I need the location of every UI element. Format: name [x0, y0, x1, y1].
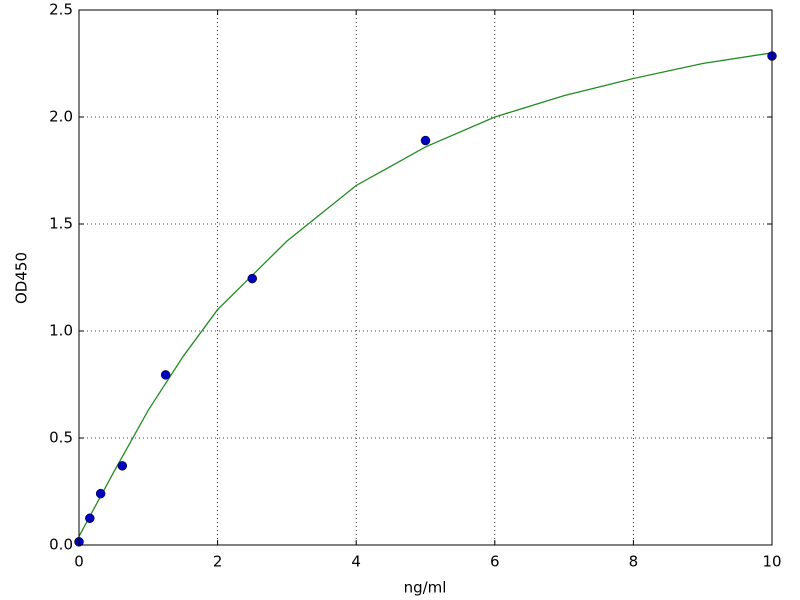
y-tick-label: 0.5	[49, 429, 73, 447]
data-point	[247, 273, 257, 284]
y-tick-label: 1.5	[49, 215, 73, 233]
y-tick-label: 0.0	[49, 536, 73, 554]
x-tick-label: 10	[762, 553, 781, 571]
data-point	[160, 370, 171, 380]
x-tick-label: 8	[629, 553, 639, 571]
y-axis-title: OD450	[13, 252, 31, 304]
x-tick-label: 0	[74, 553, 84, 571]
data-point	[85, 513, 95, 523]
y-tick-label: 2.0	[49, 108, 73, 126]
data-point	[420, 135, 431, 146]
plot-frame	[78, 9, 773, 546]
y-tick-label: 2.5	[49, 1, 73, 19]
data-point	[95, 488, 106, 499]
x-tick-label: 6	[490, 553, 500, 571]
fit-curve	[78, 52, 773, 537]
data-point	[117, 461, 128, 471]
y-tick-label: 1.0	[49, 322, 73, 340]
x-tick-label: 2	[213, 553, 223, 571]
x-tick-label: 4	[351, 553, 361, 571]
x-axis-title: ng/ml	[404, 579, 447, 597]
